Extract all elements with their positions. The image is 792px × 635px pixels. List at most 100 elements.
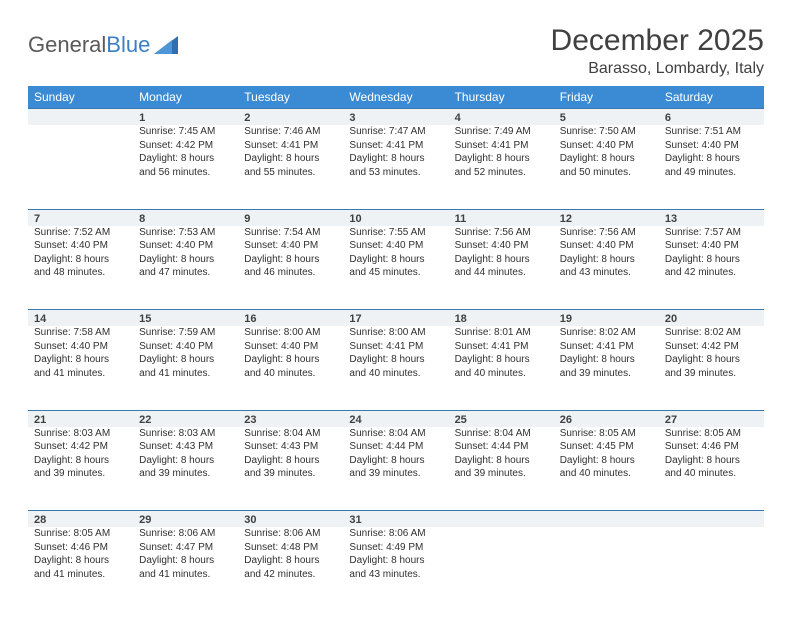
sunset-line: Sunset: 4:40 PM — [244, 340, 337, 354]
daylight-line: Daylight: 8 hours and 40 minutes. — [455, 353, 548, 380]
day-cell: Sunrise: 8:01 AMSunset: 4:41 PMDaylight:… — [449, 326, 554, 410]
sunrise-line: Sunrise: 7:51 AM — [665, 125, 758, 139]
sunrise-line: Sunrise: 8:04 AM — [349, 427, 442, 441]
sunset-line: Sunset: 4:48 PM — [244, 541, 337, 555]
daylight-line: Daylight: 8 hours and 41 minutes. — [139, 554, 232, 581]
daylight-line: Daylight: 8 hours and 47 minutes. — [139, 253, 232, 280]
day-number: 14 — [28, 310, 133, 327]
day-cell: Sunrise: 8:06 AMSunset: 4:48 PMDaylight:… — [238, 527, 343, 611]
day-cell: Sunrise: 8:05 AMSunset: 4:46 PMDaylight:… — [28, 527, 133, 611]
empty-cell — [28, 125, 133, 209]
day-number-row: 21222324252627 — [28, 410, 764, 427]
daylight-line: Daylight: 8 hours and 39 minutes. — [455, 454, 548, 481]
day-number: 28 — [28, 511, 133, 528]
sunset-line: Sunset: 4:45 PM — [560, 440, 653, 454]
daylight-line: Daylight: 8 hours and 40 minutes. — [349, 353, 442, 380]
day-number: 7 — [28, 209, 133, 226]
sunrise-line: Sunrise: 7:46 AM — [244, 125, 337, 139]
calendar-body: 123456Sunrise: 7:45 AMSunset: 4:42 PMDay… — [28, 109, 764, 612]
sunset-line: Sunset: 4:41 PM — [349, 340, 442, 354]
sunrise-line: Sunrise: 7:50 AM — [560, 125, 653, 139]
sunrise-line: Sunrise: 8:02 AM — [560, 326, 653, 340]
day-cell: Sunrise: 8:02 AMSunset: 4:42 PMDaylight:… — [659, 326, 764, 410]
daylight-line: Daylight: 8 hours and 41 minutes. — [139, 353, 232, 380]
day-cell: Sunrise: 8:05 AMSunset: 4:46 PMDaylight:… — [659, 427, 764, 511]
day-number: 27 — [659, 410, 764, 427]
sunrise-line: Sunrise: 8:00 AM — [349, 326, 442, 340]
day-cell: Sunrise: 7:57 AMSunset: 4:40 PMDaylight:… — [659, 226, 764, 310]
day-cell: Sunrise: 8:04 AMSunset: 4:43 PMDaylight:… — [238, 427, 343, 511]
sunrise-line: Sunrise: 7:52 AM — [34, 226, 127, 240]
sunset-line: Sunset: 4:40 PM — [244, 239, 337, 253]
sunset-line: Sunset: 4:40 PM — [34, 239, 127, 253]
day-number: 2 — [238, 109, 343, 126]
daylight-line: Daylight: 8 hours and 39 minutes. — [349, 454, 442, 481]
sunrise-line: Sunrise: 7:56 AM — [455, 226, 548, 240]
day-number: 11 — [449, 209, 554, 226]
day-number: 31 — [343, 511, 448, 528]
day-header: Tuesday — [238, 86, 343, 109]
empty-cell — [28, 109, 133, 126]
sunrise-line: Sunrise: 8:06 AM — [139, 527, 232, 541]
day-number: 24 — [343, 410, 448, 427]
day-header: Wednesday — [343, 86, 448, 109]
day-cell: Sunrise: 8:03 AMSunset: 4:42 PMDaylight:… — [28, 427, 133, 511]
sunrise-line: Sunrise: 8:00 AM — [244, 326, 337, 340]
sunset-line: Sunset: 4:43 PM — [139, 440, 232, 454]
day-cell: Sunrise: 7:53 AMSunset: 4:40 PMDaylight:… — [133, 226, 238, 310]
daylight-line: Daylight: 8 hours and 44 minutes. — [455, 253, 548, 280]
day-body-row: Sunrise: 7:45 AMSunset: 4:42 PMDaylight:… — [28, 125, 764, 209]
sunrise-line: Sunrise: 7:49 AM — [455, 125, 548, 139]
day-number: 17 — [343, 310, 448, 327]
daylight-line: Daylight: 8 hours and 50 minutes. — [560, 152, 653, 179]
day-cell: Sunrise: 7:50 AMSunset: 4:40 PMDaylight:… — [554, 125, 659, 209]
sunrise-line: Sunrise: 7:59 AM — [139, 326, 232, 340]
sunrise-line: Sunrise: 7:55 AM — [349, 226, 442, 240]
sunset-line: Sunset: 4:41 PM — [349, 139, 442, 153]
day-cell: Sunrise: 8:06 AMSunset: 4:49 PMDaylight:… — [343, 527, 448, 611]
daylight-line: Daylight: 8 hours and 39 minutes. — [34, 454, 127, 481]
day-number: 4 — [449, 109, 554, 126]
daylight-line: Daylight: 8 hours and 43 minutes. — [349, 554, 442, 581]
day-body-row: Sunrise: 7:52 AMSunset: 4:40 PMDaylight:… — [28, 226, 764, 310]
daylight-line: Daylight: 8 hours and 39 minutes. — [665, 353, 758, 380]
sunrise-line: Sunrise: 7:58 AM — [34, 326, 127, 340]
sunset-line: Sunset: 4:49 PM — [349, 541, 442, 555]
day-number: 13 — [659, 209, 764, 226]
daylight-line: Daylight: 8 hours and 46 minutes. — [244, 253, 337, 280]
day-number: 23 — [238, 410, 343, 427]
daylight-line: Daylight: 8 hours and 40 minutes. — [244, 353, 337, 380]
sunrise-line: Sunrise: 7:54 AM — [244, 226, 337, 240]
day-number: 22 — [133, 410, 238, 427]
day-number: 25 — [449, 410, 554, 427]
sunset-line: Sunset: 4:44 PM — [455, 440, 548, 454]
day-number: 30 — [238, 511, 343, 528]
sunrise-line: Sunrise: 7:56 AM — [560, 226, 653, 240]
sunset-line: Sunset: 4:40 PM — [34, 340, 127, 354]
sunset-line: Sunset: 4:40 PM — [349, 239, 442, 253]
day-number: 29 — [133, 511, 238, 528]
day-header: Sunday — [28, 86, 133, 109]
daylight-line: Daylight: 8 hours and 42 minutes. — [244, 554, 337, 581]
day-cell: Sunrise: 8:00 AMSunset: 4:41 PMDaylight:… — [343, 326, 448, 410]
day-cell: Sunrise: 7:56 AMSunset: 4:40 PMDaylight:… — [449, 226, 554, 310]
daylight-line: Daylight: 8 hours and 53 minutes. — [349, 152, 442, 179]
empty-cell — [659, 511, 764, 528]
empty-cell — [659, 527, 764, 611]
day-number-row: 78910111213 — [28, 209, 764, 226]
day-number: 5 — [554, 109, 659, 126]
day-cell: Sunrise: 7:54 AMSunset: 4:40 PMDaylight:… — [238, 226, 343, 310]
logo-text: GeneralBlue — [28, 32, 150, 58]
sunset-line: Sunset: 4:42 PM — [34, 440, 127, 454]
day-cell: Sunrise: 8:04 AMSunset: 4:44 PMDaylight:… — [449, 427, 554, 511]
day-cell: Sunrise: 7:55 AMSunset: 4:40 PMDaylight:… — [343, 226, 448, 310]
day-cell: Sunrise: 7:47 AMSunset: 4:41 PMDaylight:… — [343, 125, 448, 209]
sunset-line: Sunset: 4:47 PM — [139, 541, 232, 555]
day-cell: Sunrise: 7:51 AMSunset: 4:40 PMDaylight:… — [659, 125, 764, 209]
day-cell: Sunrise: 8:02 AMSunset: 4:41 PMDaylight:… — [554, 326, 659, 410]
sunrise-line: Sunrise: 8:06 AM — [244, 527, 337, 541]
calendar-table: SundayMondayTuesdayWednesdayThursdayFrid… — [28, 86, 764, 611]
calendar-head: SundayMondayTuesdayWednesdayThursdayFrid… — [28, 86, 764, 109]
month-title: December 2025 — [551, 24, 764, 58]
day-body-row: Sunrise: 8:05 AMSunset: 4:46 PMDaylight:… — [28, 527, 764, 611]
